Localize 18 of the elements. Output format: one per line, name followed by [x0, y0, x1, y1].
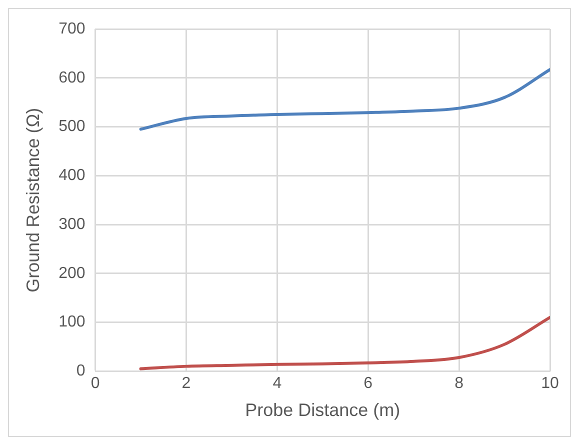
y-tick-label: 600 [58, 69, 86, 86]
line-series [139, 68, 550, 131]
y-tick-label: 200 [58, 264, 86, 282]
x-tick-label: 10 [541, 375, 559, 392]
x-axis-title: Probe Distance (m) [245, 400, 400, 420]
x-tick-label: 8 [454, 375, 464, 392]
x-tick-label: 0 [90, 375, 100, 392]
x-tick-label: 6 [364, 375, 373, 392]
y-tick-label: 500 [58, 118, 86, 136]
line-series [139, 316, 550, 370]
y-tick-label: 0 [76, 362, 86, 380]
x-tick-label: 4 [272, 375, 282, 392]
y-tick-label: 400 [58, 167, 86, 184]
y-tick-label: 300 [58, 216, 86, 233]
y-tick-label: 100 [58, 314, 86, 331]
y-axis-title: Ground Resistance (Ω) [22, 108, 43, 292]
y-tick-label: 700 [58, 20, 86, 38]
x-tick-label: 2 [182, 375, 191, 392]
